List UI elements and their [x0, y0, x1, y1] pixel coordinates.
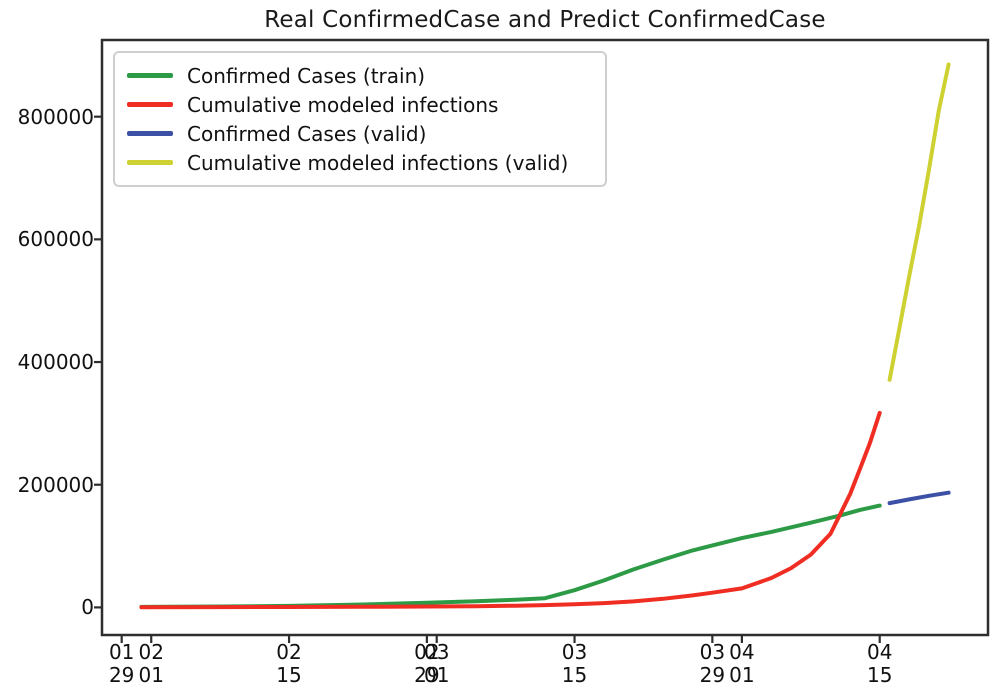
series-line-confirmed-valid	[887, 490, 951, 506]
series-line-confirmed-train	[139, 503, 882, 609]
legend-swatch-confirmed-valid	[127, 131, 173, 136]
legend-label: Confirmed Cases (train)	[187, 63, 426, 88]
x-tick-month: 01	[108, 640, 135, 664]
y-tick-label: 0	[81, 595, 94, 620]
legend-item: Cumulative modeled infections	[127, 93, 593, 117]
x-tick-label: 03 29	[672, 641, 752, 687]
legend-swatch-model-cumulative-valid	[127, 160, 173, 165]
legend-label: Confirmed Cases (valid)	[187, 121, 427, 146]
series-line-model-cumulative-valid	[887, 62, 951, 382]
x-tick-label: 02 29	[387, 641, 467, 687]
x-tick-month: 02	[276, 640, 302, 664]
x-tick-label: 02 15	[249, 641, 329, 687]
x-tick-label: 04 15	[840, 641, 920, 687]
x-tick-day: 15	[276, 663, 302, 687]
x-tick-month: 04	[729, 640, 755, 664]
y-tick-label: 200000	[17, 472, 94, 497]
legend-swatch-confirmed-train	[127, 73, 173, 78]
legend-label: Cumulative modeled infections	[187, 92, 499, 117]
legend-item: Cumulative modeled infections (valid)	[127, 151, 593, 175]
y-tick-label: 600000	[17, 227, 94, 252]
legend-swatch-model-cumulative	[127, 102, 173, 107]
x-tick-label: 04 01	[702, 641, 782, 687]
legend-label: Cumulative modeled infections (valid)	[187, 150, 569, 175]
x-tick-day: 01	[729, 663, 755, 687]
axes-box	[100, 38, 990, 637]
x-tick-month: 02	[138, 640, 164, 664]
chart-title: Real ConfirmedCase and Predict Confirmed…	[264, 7, 826, 33]
x-tick-month: 03	[423, 640, 450, 664]
legend-item: Confirmed Cases (train)	[127, 64, 593, 88]
x-tick-month: 03	[699, 640, 726, 664]
x-tick-day: 29	[414, 663, 440, 687]
x-tick-label: 03 15	[535, 641, 615, 687]
legend-item: Confirmed Cases (valid)	[127, 122, 593, 146]
x-tick-day: 15	[866, 663, 893, 687]
x-tick-day: 01	[423, 663, 450, 687]
x-tick-month: 03	[561, 640, 588, 664]
x-tick-label: 02 01	[111, 641, 191, 687]
x-tick-month: 04	[866, 640, 893, 664]
series-line-model-cumulative	[139, 410, 882, 610]
x-tick-day: 29	[699, 663, 726, 687]
x-tick-day: 01	[138, 663, 164, 687]
y-tick-label: 800000	[17, 104, 94, 129]
x-tick-day: 29	[108, 663, 135, 687]
x-tick-month: 02	[414, 640, 440, 664]
y-tick-label: 400000	[17, 350, 94, 375]
x-tick-day: 15	[561, 663, 588, 687]
x-tick-label: 01 29	[82, 641, 162, 687]
x-tick-label: 03 01	[397, 641, 477, 687]
legend: Confirmed Cases (train) Cumulative modele…	[113, 51, 607, 187]
